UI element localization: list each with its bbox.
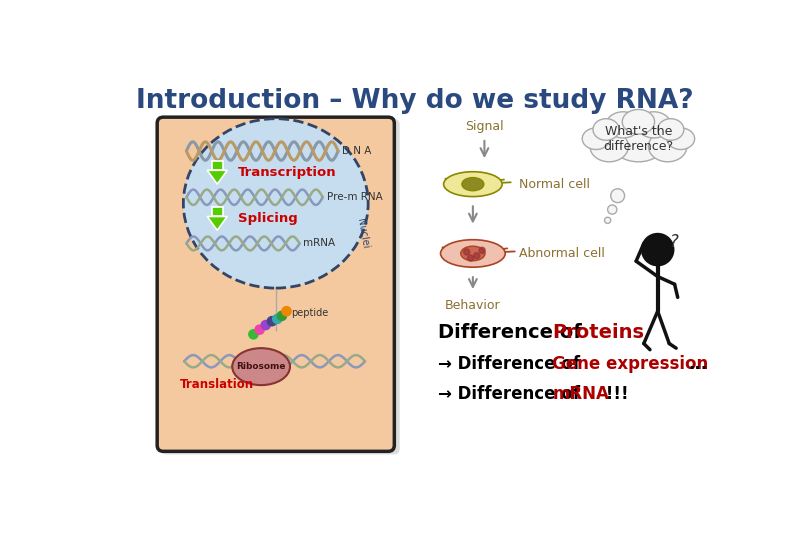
- Text: Pre-m RNA: Pre-m RNA: [326, 192, 382, 202]
- Circle shape: [642, 234, 673, 265]
- Ellipse shape: [582, 128, 610, 150]
- Circle shape: [282, 307, 291, 316]
- Text: Proteins: Proteins: [552, 323, 644, 342]
- Text: What's the
difference?: What's the difference?: [603, 125, 673, 153]
- Text: Nuclei: Nuclei: [355, 218, 370, 250]
- Text: mRNA: mRNA: [304, 239, 335, 248]
- Text: Signal: Signal: [465, 120, 504, 133]
- Polygon shape: [207, 217, 228, 231]
- Ellipse shape: [622, 110, 654, 134]
- Circle shape: [467, 255, 474, 261]
- FancyBboxPatch shape: [157, 117, 394, 451]
- Circle shape: [255, 325, 264, 334]
- Ellipse shape: [606, 112, 640, 138]
- Text: Behavior: Behavior: [445, 299, 501, 312]
- Ellipse shape: [611, 122, 666, 162]
- Text: peptide: peptide: [291, 308, 328, 318]
- Text: D N A: D N A: [342, 146, 371, 156]
- Polygon shape: [212, 207, 223, 217]
- Circle shape: [267, 316, 276, 326]
- Text: Abnormal cell: Abnormal cell: [519, 247, 605, 260]
- Text: Gene expression: Gene expression: [552, 355, 709, 373]
- Ellipse shape: [232, 348, 290, 385]
- Circle shape: [261, 320, 271, 330]
- Circle shape: [463, 249, 470, 255]
- Text: Ribosome: Ribosome: [237, 362, 286, 371]
- Ellipse shape: [637, 112, 671, 138]
- Text: Introduction – Why do we study RNA?: Introduction – Why do we study RNA?: [136, 88, 694, 114]
- Circle shape: [273, 314, 282, 323]
- Text: Normal cell: Normal cell: [519, 178, 590, 191]
- Circle shape: [479, 247, 485, 253]
- Circle shape: [474, 253, 480, 259]
- Ellipse shape: [462, 178, 484, 191]
- Text: → Difference of: → Difference of: [438, 355, 586, 373]
- Polygon shape: [207, 170, 228, 184]
- Ellipse shape: [667, 128, 695, 150]
- Text: Difference of: Difference of: [438, 323, 589, 342]
- Ellipse shape: [441, 240, 505, 267]
- Ellipse shape: [183, 119, 369, 288]
- Text: Translation: Translation: [181, 378, 254, 391]
- Text: ...: ...: [688, 355, 708, 373]
- Ellipse shape: [461, 246, 485, 261]
- Text: ?: ?: [670, 233, 679, 251]
- Circle shape: [277, 311, 287, 320]
- Ellipse shape: [444, 172, 502, 197]
- Ellipse shape: [649, 131, 687, 162]
- Text: → Difference of: → Difference of: [438, 386, 586, 403]
- Circle shape: [608, 205, 617, 214]
- Ellipse shape: [590, 131, 629, 162]
- Text: !!!: !!!: [600, 386, 629, 403]
- Circle shape: [604, 217, 611, 224]
- Text: mRNA: mRNA: [552, 386, 609, 403]
- Polygon shape: [212, 161, 223, 170]
- Ellipse shape: [658, 119, 684, 140]
- Circle shape: [611, 189, 625, 202]
- Ellipse shape: [593, 119, 619, 140]
- FancyBboxPatch shape: [160, 119, 399, 455]
- Text: Transcription: Transcription: [238, 166, 337, 179]
- Text: Splicing: Splicing: [238, 212, 298, 225]
- Circle shape: [249, 330, 258, 339]
